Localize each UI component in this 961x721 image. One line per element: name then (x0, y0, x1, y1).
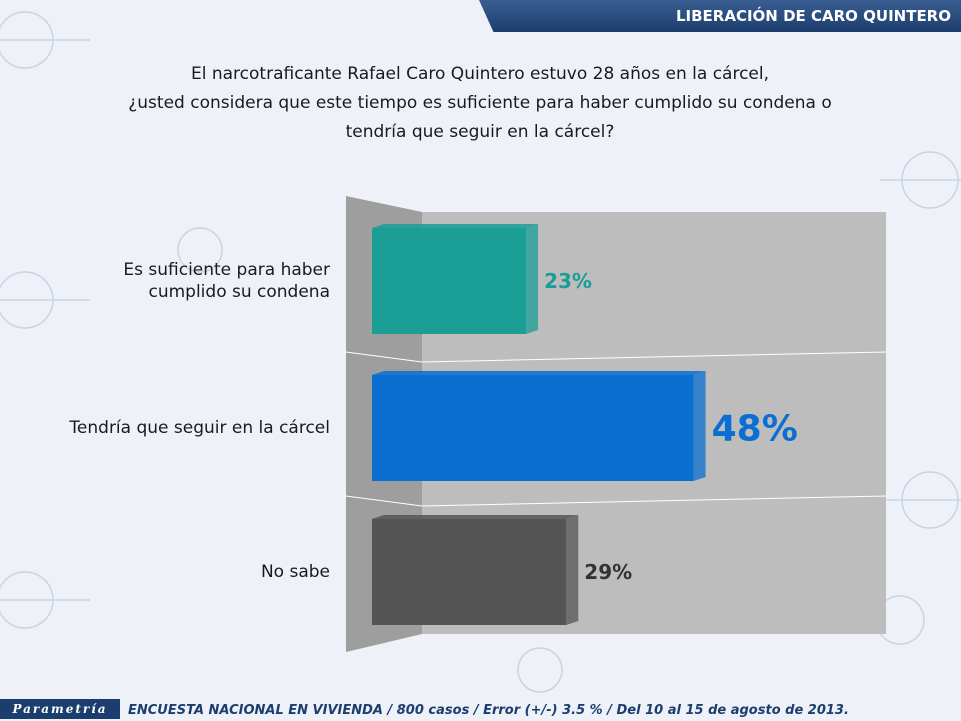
bar-side (693, 371, 706, 481)
bar-side (566, 515, 579, 625)
bar-value-label: 48% (712, 409, 798, 450)
grid-line (345, 495, 423, 507)
bar-value-label: 23% (544, 269, 592, 293)
category-label: Es suficiente para haber cumplido su con… (123, 260, 330, 302)
grid-line (421, 495, 887, 507)
header-banner: LIBERACIÓN DE CARO QUINTERO (479, 0, 961, 32)
bar-top (372, 515, 579, 519)
bar (372, 228, 527, 334)
footer-note: ENCUESTA NACIONAL EN VIVIENDA / 800 caso… (128, 703, 849, 718)
grid-line (421, 351, 887, 363)
bar-side (526, 224, 539, 334)
footer: Parametría ENCUESTA NACIONAL EN VIVIENDA… (0, 697, 961, 721)
bar (372, 375, 694, 481)
category-label: No sabe (260, 562, 330, 582)
category-label: Tendría que seguir en la cárcel (69, 418, 330, 438)
bar-value-label: 29% (584, 560, 632, 584)
parametria-logo: Parametría (0, 699, 120, 719)
bar (372, 519, 567, 625)
grid-line (345, 351, 423, 363)
survey-question: El narcotraficante Rafael Caro Quintero … (128, 64, 832, 142)
header-title: LIBERACIÓN DE CARO QUINTERO (675, 7, 951, 25)
bar-top (372, 224, 539, 228)
bar-top (372, 371, 706, 375)
